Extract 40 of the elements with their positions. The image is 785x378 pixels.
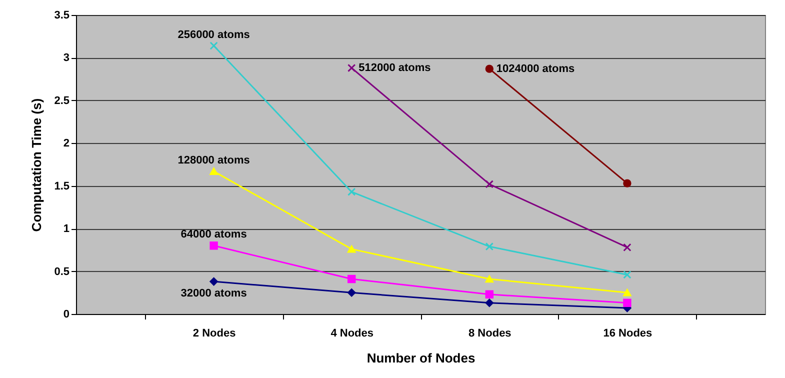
y-tick-label: 3 <box>63 52 70 64</box>
point <box>623 288 632 296</box>
point <box>347 274 356 284</box>
point <box>347 288 356 297</box>
y-axis-title: Computation Time (s) <box>29 98 44 232</box>
series-label: 64000 atoms <box>180 228 247 241</box>
point <box>485 290 494 298</box>
point <box>210 42 218 50</box>
y-tick-label: 2.5 <box>54 94 70 107</box>
point <box>623 179 632 188</box>
point <box>347 188 356 196</box>
series-label: 512000 atoms <box>358 62 431 74</box>
x-tick-label: 4 Nodes <box>330 328 374 340</box>
point <box>623 298 632 307</box>
y-tick-label: 0.5 <box>54 266 70 278</box>
series-label: 32000 atoms <box>180 288 247 300</box>
point <box>623 243 632 252</box>
x-tick-label: 8 Nodes <box>468 328 512 340</box>
y-tick-label: 0 <box>63 308 70 320</box>
point <box>485 242 494 251</box>
series-label: 1024000 atoms <box>496 62 575 75</box>
point <box>485 64 494 73</box>
series-label: 128000 atoms <box>178 154 250 166</box>
x-tick-label: 16 Nodes <box>603 328 652 340</box>
y-tick-label: 3.5 <box>54 10 70 22</box>
point <box>210 277 218 286</box>
y-tick-label: 2 <box>63 138 70 150</box>
y-tick-label: 1 <box>63 223 70 236</box>
point <box>347 64 356 72</box>
point <box>485 298 494 307</box>
point <box>210 168 218 175</box>
series-label: 256000 atoms <box>178 28 250 41</box>
point <box>623 270 632 279</box>
point <box>485 275 494 283</box>
point <box>485 180 494 188</box>
x-axis-title: Number of Nodes <box>366 350 476 366</box>
point <box>210 242 218 250</box>
x-tick-label: 2 Nodes <box>192 328 236 340</box>
point <box>347 245 356 253</box>
y-tick-label: 1.5 <box>54 180 70 192</box>
